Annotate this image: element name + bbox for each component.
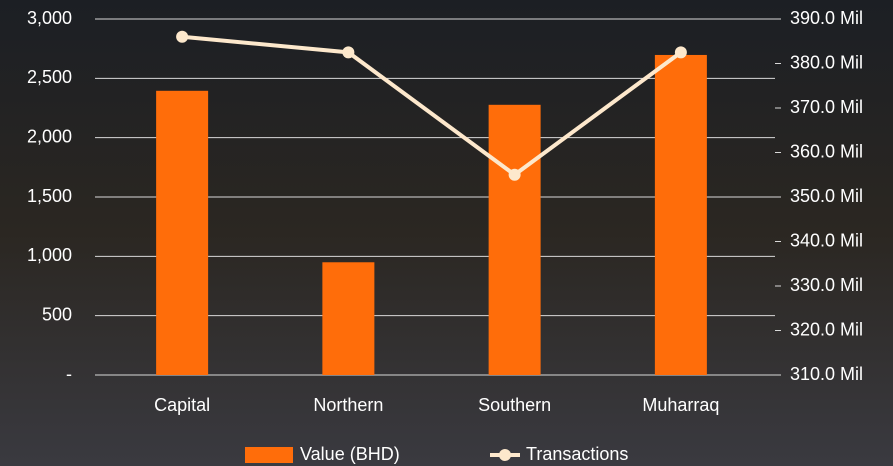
y2-tick-label: 340.0 Mil [790,230,863,250]
y-tick-label: - [66,364,72,384]
line-marker [675,46,687,58]
y2-tick-label: 390.0 Mil [790,8,863,28]
y-tick-label: 1,000 [27,245,72,265]
background [0,0,893,466]
chart: - 500 1,000 1,500 2,000 2,500 3,000 310.0 Mil 32… [0,0,893,466]
y2-tick-label: 320.0 Mil [790,319,863,339]
x-tick-label: Southern [478,395,551,415]
y2-tick-label: 350.0 Mil [790,186,863,206]
bar [322,262,374,375]
legend-label: Value (BHD) [300,444,400,464]
y-tick-label: 3,000 [27,8,72,28]
y2-tick-label: 310.0 Mil [790,364,863,384]
bar [489,105,541,375]
y2-tick-label: 370.0 Mil [790,97,863,117]
line-marker [509,169,521,181]
y-tick-label: 1,500 [27,186,72,206]
x-tick-label: Northern [313,395,383,415]
y2-tick-label: 380.0 Mil [790,52,863,72]
y-tick-label: 500 [42,304,72,324]
bar [156,91,208,375]
line-marker [176,31,188,43]
x-tick-label: Capital [154,395,210,415]
legend-swatch [499,449,511,461]
legend-label: Transactions [526,444,628,464]
line-marker [342,46,354,58]
y2-tick-label: 360.0 Mil [790,141,863,161]
y-tick-label: 2,000 [27,126,72,146]
x-tick-label: Muharraq [642,395,719,415]
legend-swatch [245,447,293,463]
y-tick-label: 2,500 [27,67,72,87]
y2-tick-label: 330.0 Mil [790,275,863,295]
bar [655,55,707,375]
